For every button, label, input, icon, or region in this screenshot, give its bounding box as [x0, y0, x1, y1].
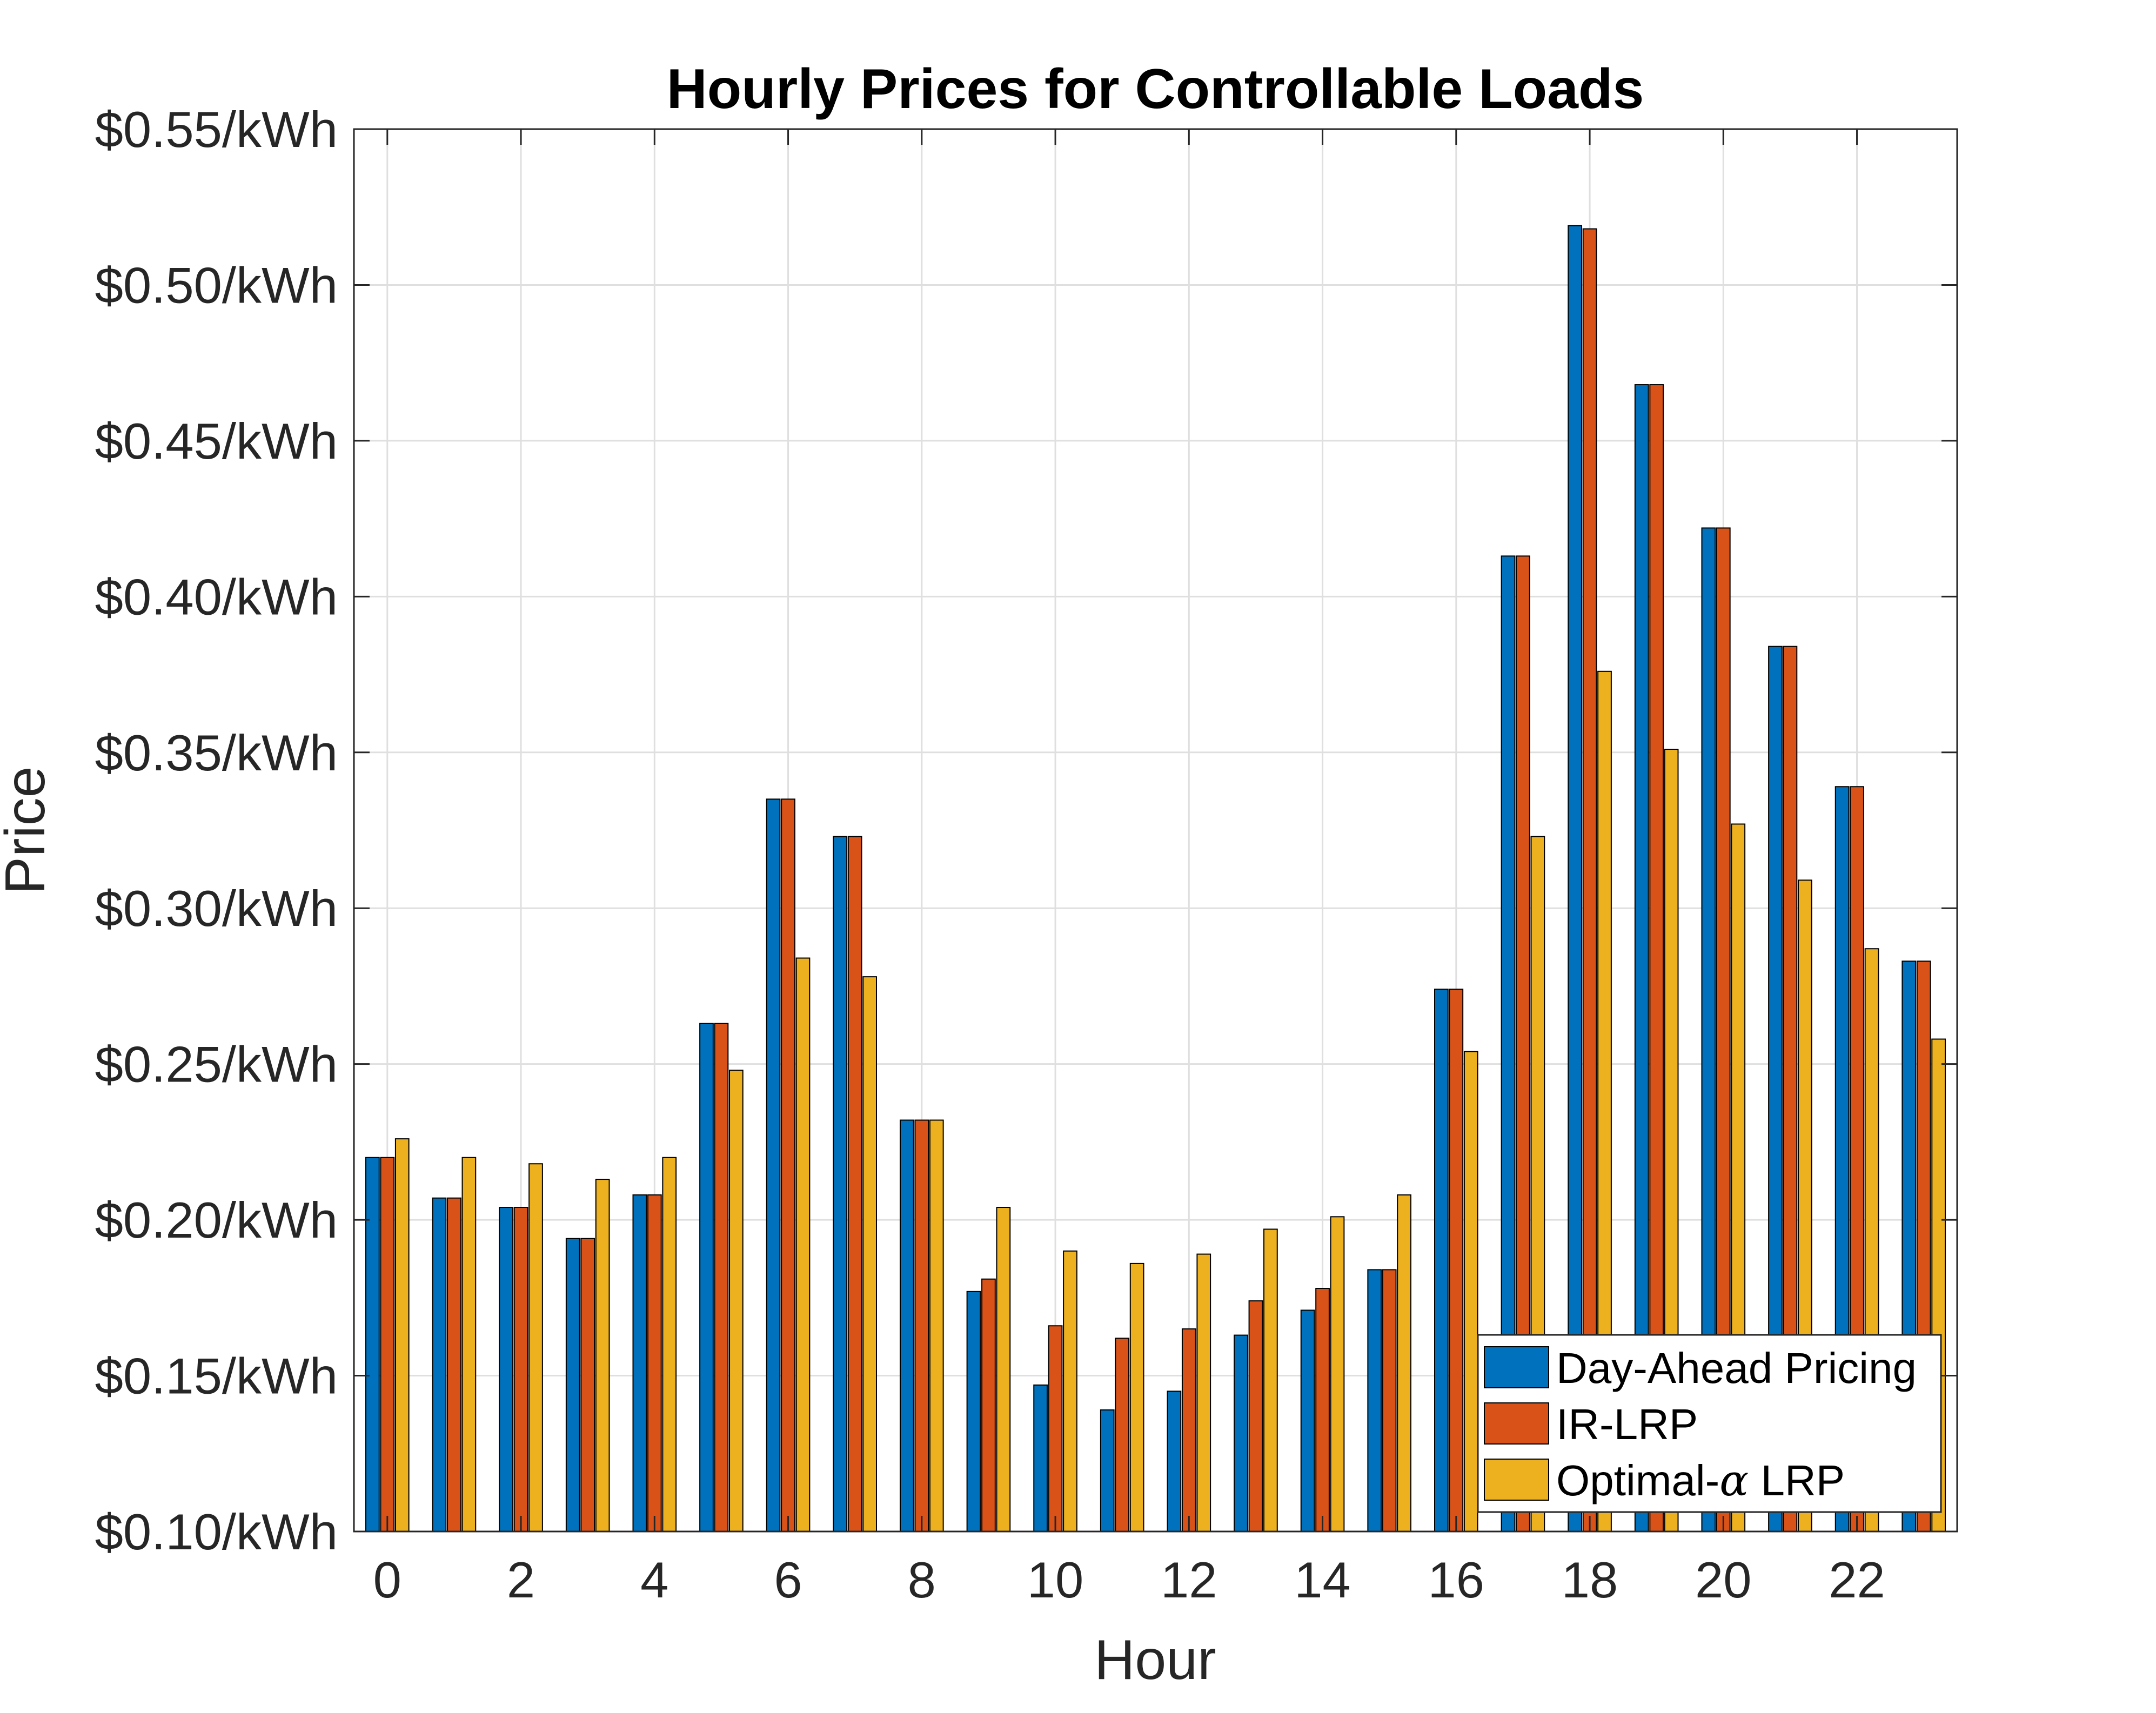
bar-optimal-alpha-lrp-hour-7	[862, 976, 877, 1532]
y-tick-label: $0.20/kWh	[95, 1192, 338, 1248]
x-tick-labels: 0 2 4 6 8 10 12 14 16 18 20 22	[373, 1551, 1885, 1608]
chart-title: Hourly Prices for Controllable Loads	[667, 58, 1644, 120]
legend-label-optimal-alpha-lrp: Optimal-α LRP	[1556, 1455, 1845, 1506]
bar-ir-lrp-hour-14	[1315, 1288, 1330, 1532]
bar-ir-lrp-hour-7	[847, 836, 862, 1532]
x-tick-label: 22	[1829, 1551, 1885, 1608]
bar-day-ahead-hour-0	[365, 1157, 380, 1533]
legend-label-day-ahead: Day-Ahead Pricing	[1556, 1344, 1917, 1392]
bar-optimal-alpha-lrp-hour-15	[1397, 1194, 1411, 1532]
bar-ir-lrp-hour-16	[1449, 989, 1464, 1533]
plot-area	[354, 129, 1957, 1531]
bar-day-ahead-hour-12	[1167, 1390, 1182, 1532]
x-tick-label: 0	[373, 1551, 401, 1608]
y-axis-label: Price	[0, 767, 57, 895]
legend-box	[1477, 1334, 1942, 1513]
bar-day-ahead-hour-9	[966, 1291, 981, 1533]
tick-marks	[354, 128, 1957, 1533]
x-tick-label: 12	[1161, 1551, 1217, 1608]
plot-frame	[353, 128, 1958, 1533]
legend-swatch-ir-lrp	[1484, 1402, 1549, 1445]
bar-ir-lrp-hour-12	[1181, 1328, 1196, 1532]
x-tick-label: 10	[1027, 1551, 1084, 1608]
bar-ir-lrp-hour-15	[1382, 1269, 1397, 1532]
bar-day-ahead-hour-13	[1234, 1334, 1248, 1533]
bar-optimal-alpha-lrp-hour-9	[996, 1207, 1011, 1533]
y-tick-label: $0.25/kWh	[95, 1036, 338, 1093]
y-tick-label: $0.40/kWh	[95, 568, 338, 625]
bar-ir-lrp-hour-6	[781, 798, 795, 1532]
bar-optimal-alpha-lrp-hour-11	[1129, 1262, 1144, 1532]
bar-day-ahead-hour-15	[1367, 1269, 1382, 1532]
bar-day-ahead-hour-8	[900, 1119, 914, 1532]
legend-swatch-day-ahead	[1484, 1346, 1549, 1388]
x-axis-label: Hour	[1094, 1629, 1216, 1691]
bar-day-ahead-hour-10	[1033, 1384, 1048, 1533]
bar-optimal-alpha-lrp-hour-3	[595, 1179, 610, 1532]
bar-day-ahead-hour-14	[1300, 1309, 1315, 1533]
y-tick-label: $0.35/kWh	[95, 724, 338, 781]
bar-day-ahead-hour-2	[499, 1207, 513, 1533]
bar-day-ahead-hour-16	[1434, 989, 1449, 1533]
legend-label-ir-lrp: IR-LRP	[1556, 1400, 1698, 1448]
bar-ir-lrp-hour-2	[513, 1207, 528, 1533]
y-tick-label: $0.45/kWh	[95, 413, 338, 469]
bar-optimal-alpha-lrp-hour-6	[795, 957, 811, 1532]
legend: Day-Ahead Pricing IR-LRP Optimal-α LRP	[1477, 1334, 1942, 1513]
bar-day-ahead-hour-4	[632, 1194, 647, 1532]
bar-ir-lrp-hour-4	[647, 1194, 662, 1532]
x-tick-label: 8	[908, 1551, 936, 1608]
bar-optimal-alpha-lrp-hour-8	[929, 1119, 944, 1532]
bar-ir-lrp-hour-8	[914, 1119, 929, 1532]
bar-optimal-alpha-lrp-hour-0	[394, 1138, 410, 1533]
y-tick-labels: $0.10/kWh $0.15/kWh $0.20/kWh $0.25/kWh $0.3…	[95, 101, 338, 1560]
bar-ir-lrp-hour-3	[580, 1238, 595, 1532]
bar-ir-lrp-hour-5	[714, 1023, 729, 1533]
x-tick-label: 16	[1428, 1551, 1485, 1608]
y-tick-label: $0.30/kWh	[95, 880, 338, 937]
bar-optimal-alpha-lrp-hour-16	[1463, 1051, 1478, 1532]
y-tick-label: $0.10/kWh	[95, 1503, 338, 1560]
legend-swatch-optimal-alpha-lrp	[1484, 1459, 1549, 1501]
x-tick-label: 20	[1695, 1551, 1752, 1608]
x-tick-label: 18	[1562, 1551, 1618, 1608]
bar-optimal-alpha-lrp-hour-4	[662, 1157, 677, 1533]
bar-ir-lrp-hour-10	[1048, 1325, 1063, 1533]
bar-ir-lrp-hour-0	[380, 1157, 395, 1533]
x-tick-label: 2	[507, 1551, 535, 1608]
x-tick-label: 4	[640, 1551, 668, 1608]
bar-day-ahead-hour-3	[565, 1238, 580, 1532]
bar-optimal-alpha-lrp-hour-14	[1330, 1216, 1345, 1533]
bar-day-ahead-hour-7	[833, 836, 848, 1532]
bar-ir-lrp-hour-18	[1582, 228, 1597, 1532]
bar-ir-lrp-hour-9	[981, 1278, 996, 1532]
bar-optimal-alpha-lrp-hour-5	[729, 1070, 744, 1532]
y-tick-label: $0.50/kWh	[95, 257, 338, 313]
bar-optimal-alpha-lrp-hour-1	[461, 1157, 477, 1533]
bar-optimal-alpha-lrp-hour-12	[1196, 1253, 1211, 1532]
bar-ir-lrp-hour-1	[447, 1197, 461, 1533]
bar-optimal-alpha-lrp-hour-2	[528, 1163, 543, 1532]
y-tick-label: $0.55/kWh	[95, 101, 338, 158]
bar-day-ahead-hour-5	[699, 1023, 714, 1533]
bar-day-ahead-hour-11	[1100, 1409, 1115, 1533]
bar-ir-lrp-hour-11	[1115, 1338, 1130, 1532]
bar-day-ahead-hour-1	[432, 1197, 447, 1533]
y-tick-label: $0.15/kWh	[95, 1348, 338, 1405]
x-tick-label: 14	[1294, 1551, 1351, 1608]
bar-optimal-alpha-lrp-hour-13	[1263, 1228, 1278, 1532]
bar-day-ahead-hour-6	[766, 798, 781, 1532]
x-tick-label: 6	[774, 1551, 802, 1608]
bar-ir-lrp-hour-13	[1248, 1300, 1263, 1533]
bar-optimal-alpha-lrp-hour-10	[1063, 1250, 1077, 1533]
